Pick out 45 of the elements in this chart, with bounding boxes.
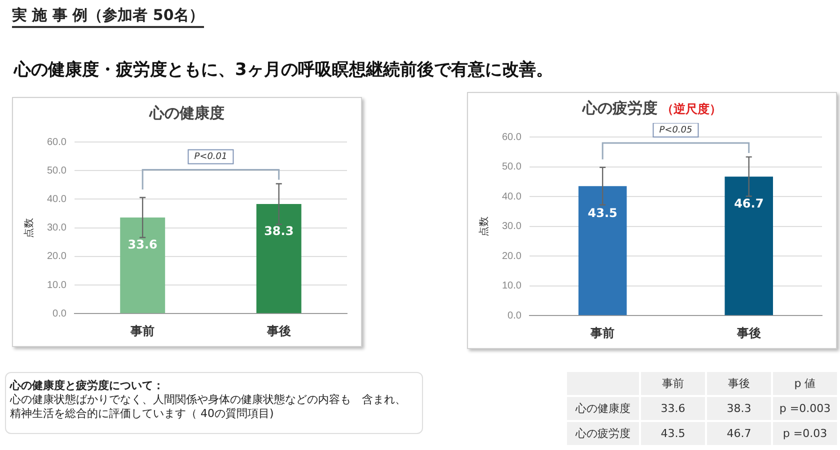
text: P<0.05 [659,125,693,136]
text: 33.6 [640,396,706,421]
chart-title: 心の健康度 [148,104,226,123]
text: 心の健康度 [566,396,640,421]
text: 46.7 [734,196,764,211]
text: 事後 [706,371,772,396]
annotation: P<0.01 [194,152,228,162]
chart-subtitle: （逆尺度） [660,102,722,116]
text: 心の健康度・疲労度ともに、3ヶ月の呼吸瞑想継続前後で有意に改善。 [14,59,553,81]
y-tick-label: 20.0 [502,250,522,262]
y-tick-label: 10.0 [502,280,522,292]
y-tick-label: 20.0 [46,251,67,262]
y-tick-label: 50.0 [502,162,522,173]
x-tick-label: 事後 [736,326,761,340]
y-tick-label: 10.0 [46,280,67,291]
text: 実 施 事 例（参加者 50名） [12,6,204,28]
text: 精神生活を総合的に評価しています（ 40の質問項目) [10,407,275,421]
x-tick-label: 事前 [590,326,615,340]
text: p =0.03 [772,421,838,446]
y-axis-title: 点数 [478,216,490,236]
text: 心の健康度と疲労度について： [10,379,165,393]
y-tick-label: 60.0 [502,132,522,143]
text: p =0.003 [772,396,838,421]
data-label: 33.6 [128,238,158,252]
y-tick-label: 60.0 [46,136,67,148]
data-label: 46.7 [706,421,772,446]
text: p 値 [772,371,838,396]
y-tick-label: 50.0 [46,165,67,176]
y-tick-label: 30.0 [502,221,522,232]
text: 43.5 [588,206,618,220]
y-tick-label: 30.0 [46,222,67,234]
text: 38.3 [706,396,772,421]
y-tick-label: 0.0 [508,310,522,322]
text: 心の疲労度 [566,421,640,446]
chart-title: 心の疲労度 [582,99,658,117]
y-tick-label: 40.0 [502,191,522,202]
y-axis-title: 点数 [22,218,35,238]
x-tick-label: 事後 [266,324,291,338]
y-tick-label: 40.0 [46,194,67,205]
text: 事前 [640,371,706,396]
data-label: 43.5 [640,421,706,446]
y-tick-label: 0.0 [52,308,67,320]
data-label: 38.3 [264,224,294,238]
text: 心の健康状態ばかりでなく、人間関係や身体の健康状態などの内容も 含まれ、 [10,393,407,407]
x-tick-label: 事前 [130,324,155,338]
